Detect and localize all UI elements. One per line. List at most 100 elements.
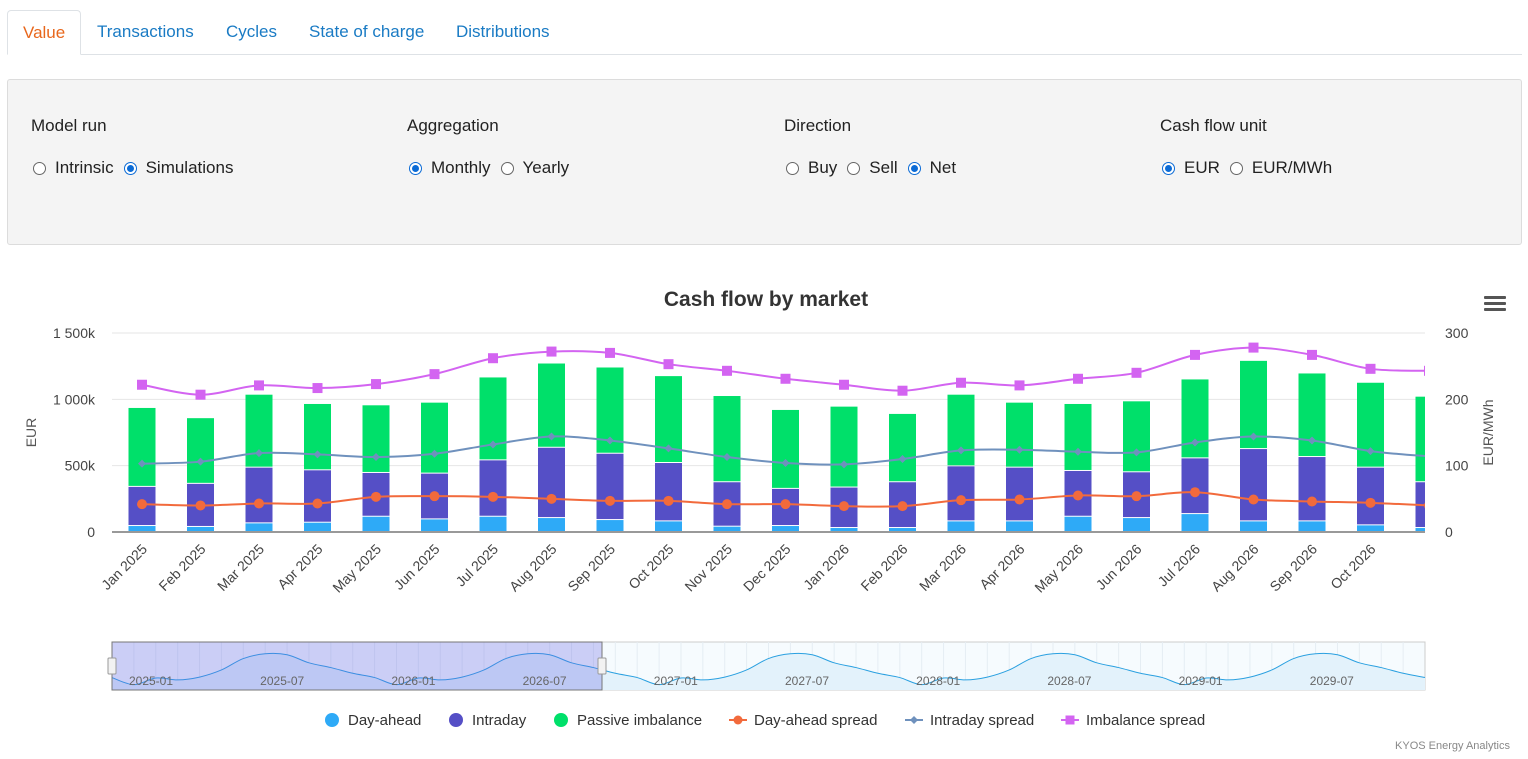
marker-day-ahead-spread <box>429 491 440 502</box>
bar-passive-imbalance <box>1123 401 1150 472</box>
marker-day-ahead-spread <box>488 491 498 502</box>
bar-passive-imbalance <box>947 394 975 466</box>
marker-intraday-spread <box>138 459 146 468</box>
x-tick-label: May 2025 <box>329 541 384 596</box>
bar-intraday <box>1181 458 1209 514</box>
y-tick-label: 1 500k <box>53 325 96 341</box>
direction-sell-option[interactable]: Sell <box>845 158 898 178</box>
bar-day-ahead <box>1357 525 1384 531</box>
radio-simulations[interactable] <box>123 161 137 175</box>
marker-intraday-spread <box>313 450 322 459</box>
bar-day-ahead <box>713 526 741 531</box>
marker-imbalance-spread <box>1190 349 1200 360</box>
tab-cycles[interactable]: Cycles <box>226 22 278 41</box>
navigator-area <box>112 653 1425 690</box>
monthly-label: Monthly <box>431 158 491 177</box>
bar-day-ahead <box>1181 514 1209 531</box>
marker-intraday-spread <box>196 457 205 466</box>
legend-label[interactable]: Day-ahead spread <box>754 712 877 729</box>
marker-day-ahead-spread <box>897 501 908 512</box>
marker-intraday-spread <box>255 449 263 458</box>
navigator-label: 2026-07 <box>523 674 567 688</box>
y2-tick-label: 100 <box>1445 458 1469 474</box>
x-tick-label: Aug 2026 <box>1208 541 1262 595</box>
direction-buy-option[interactable]: Buy <box>784 158 837 178</box>
bar-day-ahead <box>362 516 390 531</box>
marker-imbalance-spread <box>897 385 908 396</box>
bar-day-ahead <box>1006 521 1033 531</box>
navigator-label: 2028-01 <box>916 674 960 688</box>
marker-day-ahead-spread <box>1307 496 1317 507</box>
y-tick-label: 500k <box>65 458 96 474</box>
navigator-label: 2028-07 <box>1047 674 1091 688</box>
marker-intraday-spread <box>606 436 614 445</box>
navigator-label: 2025-07 <box>260 674 304 688</box>
intrinsic-label: Intrinsic <box>55 158 114 177</box>
legend-label[interactable]: Intraday spread <box>930 712 1034 729</box>
navigator-label: 2026-01 <box>391 674 435 688</box>
marker-imbalance-spread <box>254 380 264 391</box>
radio-net[interactable] <box>907 161 921 175</box>
marker-imbalance-spread <box>1365 363 1376 374</box>
unit-eur-mwh-option[interactable]: EUR/MWh <box>1228 158 1332 178</box>
marker-intraday-spread <box>1191 438 1199 447</box>
navigator-selection <box>111 641 603 691</box>
unit-eur-option[interactable]: EUR <box>1160 158 1220 178</box>
legend-symbol-passive-imbalance <box>554 713 568 727</box>
bar-day-ahead <box>1415 528 1425 531</box>
x-tick-label: May 2026 <box>1031 541 1086 596</box>
y2-tick-label: 0 <box>1445 524 1453 540</box>
marker-intraday-spread <box>1132 448 1141 457</box>
marker-imbalance-spread <box>1424 365 1425 376</box>
marker-intraday-spread <box>547 432 556 441</box>
tab-distributions[interactable]: Distributions <box>456 22 550 41</box>
eur-mwh-label: EUR/MWh <box>1251 158 1333 177</box>
radio-intrinsic[interactable] <box>33 161 46 175</box>
bar-day-ahead <box>538 518 565 531</box>
bar-intraday <box>304 470 331 522</box>
legend-label[interactable]: Passive imbalance <box>577 712 702 729</box>
bar-passive-imbalance <box>772 409 799 488</box>
marker-day-ahead-spread <box>1014 494 1025 505</box>
radio-monthly[interactable] <box>409 161 422 175</box>
chart-menu-icon[interactable] <box>1484 296 1506 314</box>
aggregation-yearly-option[interactable]: Yearly <box>499 158 569 178</box>
marker-imbalance-spread <box>1014 380 1025 391</box>
radio-eur-mwh[interactable] <box>1229 161 1243 175</box>
bar-passive-imbalance <box>362 405 390 472</box>
marker-imbalance-spread <box>956 377 966 388</box>
marker-intraday-spread <box>1015 445 1024 454</box>
radio-sell[interactable] <box>847 161 861 175</box>
marker-imbalance-spread <box>1073 373 1083 384</box>
tab-bar: Value Transactions Cycles State of charg… <box>7 10 1522 55</box>
legend-label[interactable]: Intraday <box>472 712 527 729</box>
radio-eur[interactable] <box>1162 161 1175 175</box>
marker-intraday-spread <box>898 455 907 464</box>
marker-intraday-spread <box>840 460 848 469</box>
x-tick-label: Apr 2026 <box>976 541 1028 593</box>
bar-day-ahead <box>655 521 682 531</box>
marker-imbalance-spread <box>371 379 381 390</box>
tab-state-of-charge[interactable]: State of charge <box>309 22 425 41</box>
navigator-label: 2027-01 <box>654 674 698 688</box>
marker-imbalance-spread <box>137 379 147 390</box>
x-tick-label: Mar 2026 <box>916 541 969 594</box>
marker-intraday-spread <box>1074 447 1082 456</box>
marker-imbalance-spread <box>1248 342 1259 353</box>
bar-intraday <box>1298 457 1326 521</box>
marker-day-ahead-spread <box>956 495 966 506</box>
bar-intraday <box>596 453 624 520</box>
bar-passive-imbalance <box>830 406 858 487</box>
legend-label[interactable]: Day-ahead <box>348 712 421 729</box>
radio-yearly[interactable] <box>500 161 514 175</box>
marker-imbalance-spread <box>839 379 849 390</box>
tab-transactions[interactable]: Transactions <box>97 22 194 41</box>
direction-net-option[interactable]: Net <box>906 158 956 178</box>
model-run-intrinsic-option[interactable]: Intrinsic <box>31 158 114 178</box>
aggregation-monthly-option[interactable]: Monthly <box>407 158 491 178</box>
model-run-simulations-option[interactable]: Simulations <box>122 158 233 178</box>
radio-buy[interactable] <box>786 161 799 175</box>
legend-label[interactable]: Imbalance spread <box>1086 712 1205 729</box>
marker-imbalance-spread <box>1307 349 1317 360</box>
tab-value[interactable]: Value <box>7 10 82 55</box>
